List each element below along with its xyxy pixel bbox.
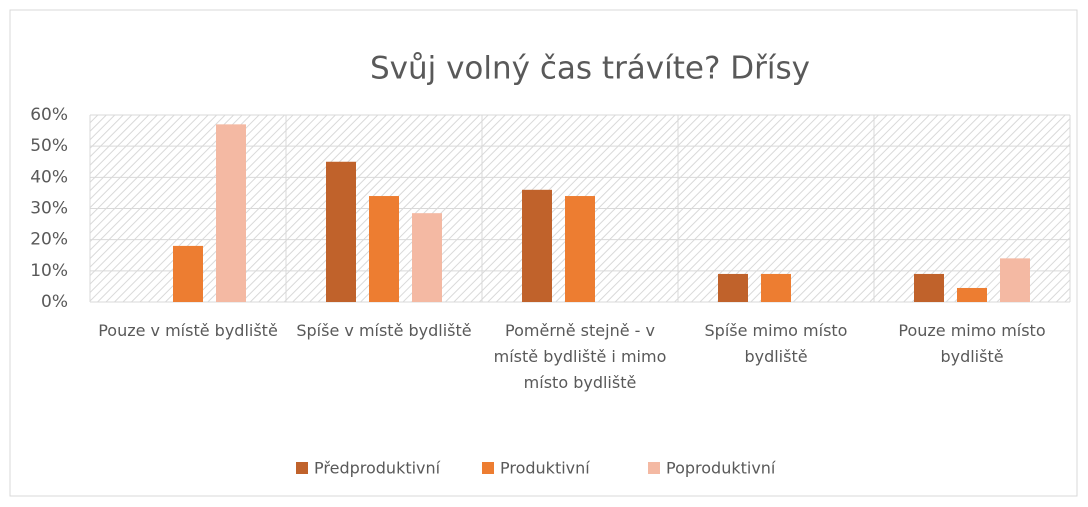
x-tick-label: Pouze v místě bydliště <box>98 321 278 340</box>
bar <box>412 213 442 302</box>
bar <box>761 273 791 302</box>
bar <box>326 161 356 302</box>
bar <box>718 273 748 302</box>
legend-label: Produktivní <box>500 459 590 478</box>
bar <box>565 196 595 302</box>
legend-swatch <box>648 462 660 474</box>
legend-label: Poproduktivní <box>666 459 776 478</box>
bar <box>1000 258 1030 302</box>
bar <box>173 245 203 302</box>
legend-label: Předproduktivní <box>314 459 441 478</box>
legend-swatch <box>482 462 494 474</box>
y-tick-label: 50% <box>30 136 68 156</box>
bar <box>522 189 552 302</box>
y-tick-label: 10% <box>30 261 68 281</box>
x-tick-label: Poměrně stejně - v místě bydliště i mimo… <box>493 321 667 392</box>
legend-swatch <box>296 462 308 474</box>
y-tick-label: 40% <box>30 167 68 187</box>
y-tick-label: 60% <box>30 105 68 125</box>
bar <box>369 196 399 302</box>
x-tick-label: Pouze mimo místo bydliště <box>898 321 1046 366</box>
bar <box>216 124 246 302</box>
y-tick-label: 20% <box>30 230 68 250</box>
x-tick-label: Spíše v místě bydliště <box>296 321 472 340</box>
bar <box>914 273 944 302</box>
x-tick-label: Spíše mimo místo bydliště <box>704 321 848 366</box>
chart-title: Svůj volný čas trávíte? Dřísy <box>370 51 810 87</box>
y-tick-label: 0% <box>41 292 68 312</box>
y-tick-label: 30% <box>30 199 68 219</box>
bar <box>957 287 987 302</box>
